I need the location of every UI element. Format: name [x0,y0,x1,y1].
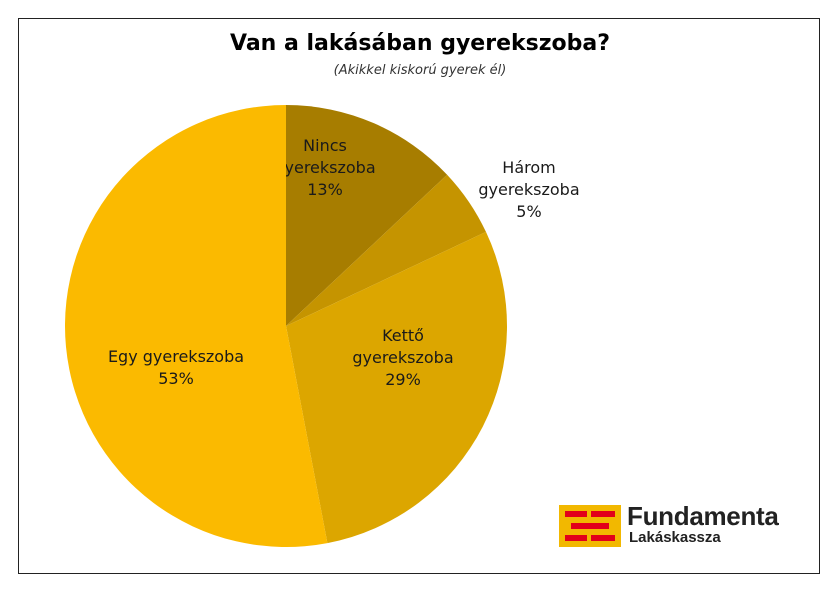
pie-slice [286,231,507,544]
pie-slice [286,174,486,326]
slice-label: Egy gyerekszoba 53% [108,347,244,388]
logo-subtitle: Lakáskassza [629,529,721,546]
chart-subtitle: (Akikkel kiskorú gyerek él) [333,63,507,78]
slice-label: Három gyerekszoba 5% [478,158,579,221]
brick-logo-icon [559,505,621,547]
logo-name: Fundamenta [627,501,779,531]
fundamenta-logo: Fundamenta Lakáskassza [559,501,804,551]
slice-label: Kettő gyerekszoba 29% [352,326,453,389]
pie-slice [65,105,328,547]
pie-slice [286,105,448,326]
slice-label: Nincs gyerekszoba 13% [274,136,375,199]
pie-chart: Nincs gyerekszoba 13% Három gyerekszoba 5% Ket… [65,105,580,547]
chart-frame: Van a lakásában gyerekszoba? (Akikkel ki… [18,18,820,574]
chart-title: Van a lakásában gyerekszoba? [230,31,610,56]
